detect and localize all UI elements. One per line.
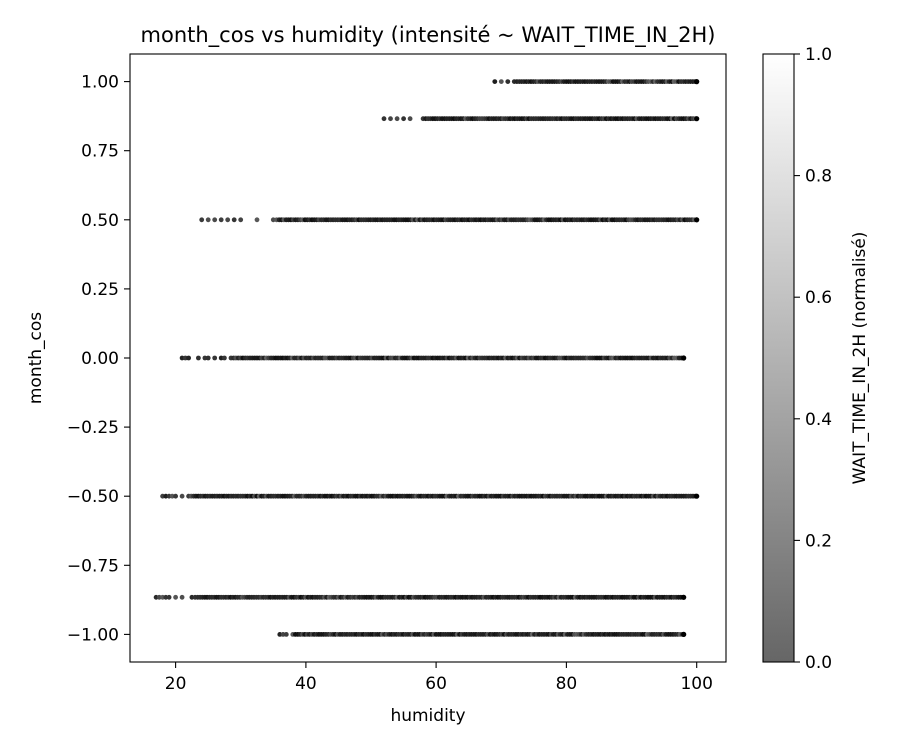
y-tick-label: 1.00 [81, 73, 119, 93]
scatter-point [212, 217, 218, 223]
scatter-point [277, 632, 283, 637]
scatter-point [225, 217, 231, 223]
scatter-point [205, 217, 211, 223]
scatter-point [694, 493, 700, 499]
scatter-point [186, 355, 192, 361]
scatter-point [681, 631, 687, 638]
scatter-point [254, 217, 260, 223]
scatter-point [199, 217, 205, 223]
scatter-point [222, 355, 227, 361]
scatter-point [283, 632, 289, 637]
colorbar-ticks: 0.0 0.2 0.4 0.6 0.8 1.0 [794, 45, 832, 673]
y-tick-label: −0.25 [67, 418, 119, 438]
scatter-point [231, 217, 237, 223]
scatter-point [179, 493, 185, 499]
scatter-point [163, 493, 169, 499]
y-tick-label: 0.75 [81, 142, 119, 162]
y-tick-label: 0.25 [81, 280, 119, 300]
x-tick-label: 80 [556, 674, 578, 694]
y-tick-label: −0.75 [67, 556, 119, 576]
colorbar-tick-label: 0.0 [805, 653, 832, 673]
plot-area: 20 40 60 80 100 1.00 0.75 0.50 0.25 0.00 −0.25 −0.… [67, 53, 727, 694]
scatter-point [694, 217, 700, 223]
colorbar-label: WAIT_TIME_IN_2H (normalisé) [850, 232, 870, 485]
y-tick-label: −0.50 [67, 487, 119, 507]
colorbar-tick-label: 0.6 [805, 288, 832, 308]
colorbar: 0.0 0.2 0.4 0.6 0.8 1.0 WAIT_TIME_IN_2H (norm… [762, 45, 870, 673]
scatter-point [196, 355, 201, 361]
scatter-point [401, 116, 406, 122]
scatter-point [169, 493, 175, 499]
scatter-point [498, 79, 504, 84]
scatter-point [205, 355, 211, 361]
colorbar-frame [762, 53, 795, 663]
scatter-point [394, 116, 400, 122]
scatter-point [173, 493, 179, 499]
colorbar-gradient [763, 54, 794, 662]
colorbar-tick-label: 1.0 [805, 45, 832, 65]
y-tick-label: 0.50 [81, 211, 119, 231]
y-tick-label: 0.00 [81, 349, 119, 369]
scatter-point [388, 116, 393, 122]
scatter-point [218, 217, 224, 223]
chart-title: month_cos vs humidity (intensité ~ WAIT_… [141, 23, 716, 48]
scatter-point [173, 594, 179, 600]
scatter-point [179, 594, 185, 600]
x-tick-label: 40 [295, 674, 317, 694]
scatter-point [156, 594, 162, 600]
scatter-point [681, 594, 687, 600]
x-axis-ticks: 20 40 60 80 100 [165, 662, 713, 694]
scatter-point [505, 79, 511, 84]
colorbar-tick-label: 0.2 [805, 531, 832, 551]
scatter-point [694, 79, 700, 85]
scatter-point [492, 79, 498, 84]
colorbar-tick-label: 0.4 [805, 410, 832, 430]
scatter-point [166, 594, 172, 600]
y-tick-label: −1.00 [67, 625, 119, 645]
scatter-point [212, 355, 218, 361]
scatter-point [407, 116, 413, 122]
scatter-point [179, 355, 185, 361]
scatter-point [694, 116, 700, 122]
y-axis-label: month_cos [26, 312, 46, 404]
scatter-points [153, 79, 700, 638]
scatter-point [163, 594, 169, 600]
scatter-point [270, 217, 276, 223]
scatter-point [681, 355, 687, 361]
colorbar-tick-label: 0.8 [805, 167, 832, 187]
x-tick-label: 60 [425, 674, 447, 694]
x-tick-label: 20 [165, 674, 187, 694]
x-axis-label: humidity [390, 706, 465, 726]
scatter-point [202, 355, 208, 361]
scatter-point [238, 217, 244, 223]
x-tick-label: 100 [680, 674, 712, 694]
scatter-point [381, 116, 387, 122]
y-axis-ticks: 1.00 0.75 0.50 0.25 0.00 −0.25 −0.50 −0.75 −1.00 [67, 73, 130, 645]
